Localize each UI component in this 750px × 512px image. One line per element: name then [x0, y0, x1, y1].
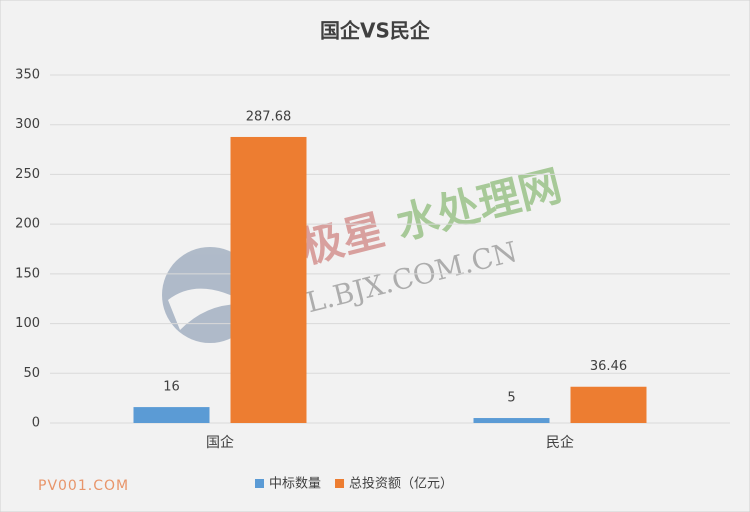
- bar: [570, 386, 647, 423]
- bar: [133, 407, 210, 423]
- chart-title: 国企VS民企: [320, 19, 431, 43]
- data-label: 36.46: [590, 359, 627, 374]
- y-tick-label: 250: [15, 167, 40, 182]
- watermark-text: PV001.COM: [38, 478, 129, 494]
- y-tick-label: 100: [15, 316, 40, 331]
- y-tick-label: 350: [15, 68, 40, 83]
- x-tick-label: 民企: [546, 434, 574, 451]
- data-label: 287.68: [246, 109, 292, 124]
- legend-label: 中标数量: [269, 477, 321, 492]
- bar: [230, 136, 307, 424]
- x-tick-label: 国企: [206, 434, 234, 451]
- data-label: 5: [507, 391, 515, 406]
- y-tick-label: 200: [15, 217, 40, 232]
- y-tick-label: 150: [15, 266, 40, 281]
- y-tick-label: 300: [15, 117, 40, 132]
- legend-swatch: [335, 479, 345, 488]
- legend-label: 总投资额（亿元）: [349, 476, 453, 492]
- legend-swatch: [255, 479, 264, 488]
- bar: [473, 418, 550, 423]
- y-tick-label: 50: [23, 366, 40, 381]
- y-tick-label: 0: [32, 416, 40, 431]
- data-label: 16: [163, 380, 180, 395]
